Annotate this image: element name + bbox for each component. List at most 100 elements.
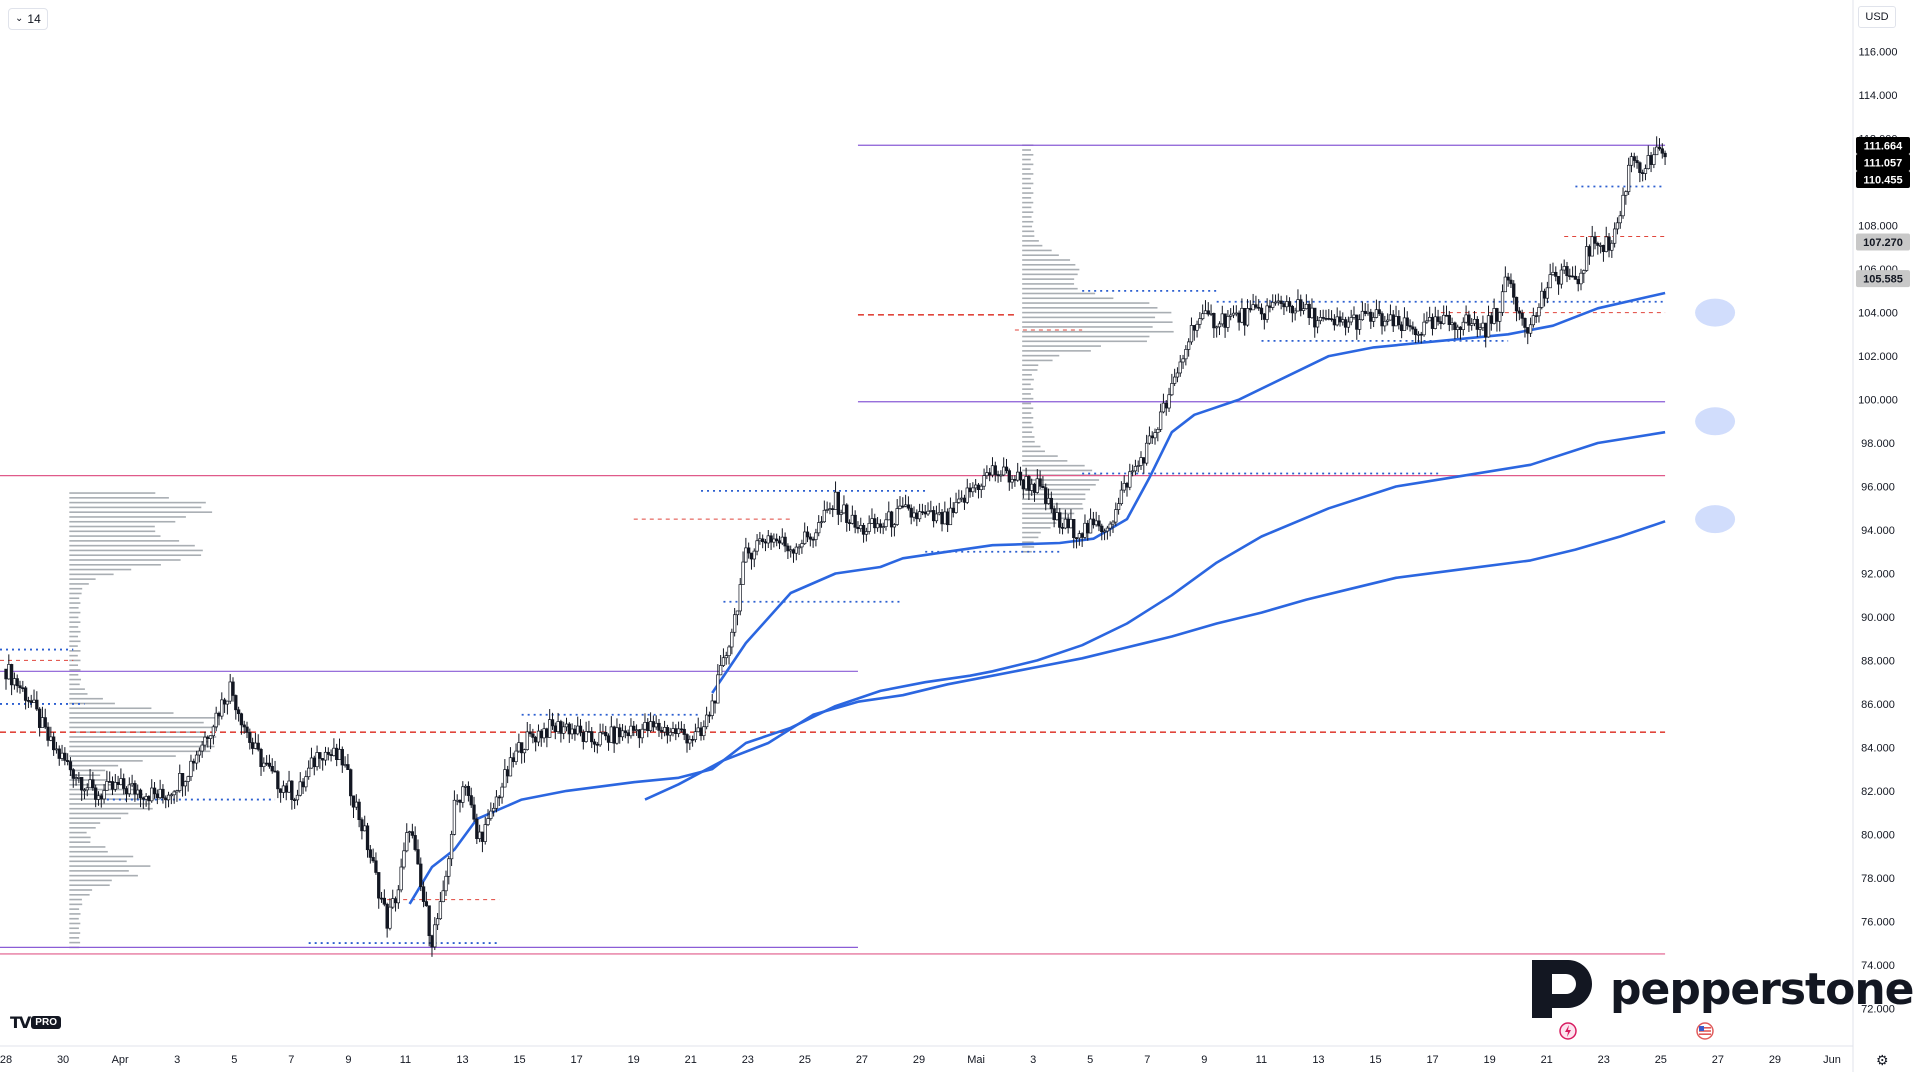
candle-body	[435, 918, 440, 926]
candle-body	[1531, 315, 1536, 326]
candle-body	[623, 730, 628, 734]
candle-body	[696, 727, 700, 733]
candle-body	[825, 509, 829, 511]
candle-body	[1226, 316, 1230, 328]
candle-body	[346, 764, 350, 770]
candle-body	[175, 790, 179, 793]
candle-body	[1201, 313, 1205, 320]
us-flag-icon[interactable]	[1696, 1022, 1714, 1040]
candle-body	[60, 752, 64, 759]
profile-bar	[69, 516, 186, 518]
profile-bar	[69, 669, 81, 671]
candle-body	[651, 721, 656, 728]
profile-bar	[1022, 187, 1031, 190]
profile-bar	[69, 659, 81, 662]
candle-body	[152, 787, 157, 795]
profile-bar	[69, 497, 169, 499]
candle-body	[1276, 300, 1280, 303]
candle-body	[783, 536, 787, 547]
price-tag-box	[1856, 154, 1910, 171]
candle-body	[943, 511, 947, 525]
price-tag-label: 111.057	[1864, 158, 1903, 170]
profile-bar	[1022, 263, 1076, 266]
candle-body	[1419, 333, 1423, 336]
candle-body	[1257, 306, 1261, 309]
candle-body	[1245, 308, 1250, 326]
candle-body	[1598, 245, 1603, 247]
candle-body	[1223, 313, 1227, 328]
candle-body	[539, 730, 543, 739]
candle-body	[1181, 358, 1185, 363]
profile-bar	[69, 707, 152, 710]
profile-bar	[1022, 541, 1034, 543]
candle-body	[1119, 489, 1124, 505]
profile-bar	[69, 683, 80, 686]
lightning-icon[interactable]	[1559, 1022, 1577, 1040]
candle-body	[951, 507, 955, 513]
candle-body	[531, 733, 535, 738]
candle-body	[901, 505, 905, 508]
candle-body	[817, 522, 821, 534]
profile-bar	[1022, 440, 1035, 443]
profile-bar	[69, 908, 80, 910]
candle-body	[1136, 465, 1140, 467]
candle-body	[699, 727, 703, 737]
profile-bar	[69, 583, 89, 585]
profile-bar	[1022, 249, 1052, 252]
candle-body	[1086, 522, 1090, 534]
candle-body	[926, 510, 930, 515]
candle-body	[1262, 313, 1266, 320]
candle-body	[1139, 457, 1143, 466]
candle-body	[727, 646, 731, 657]
candle-body	[1091, 518, 1096, 526]
interval-selector[interactable]: ⌄ 14	[8, 8, 48, 30]
candle-body	[892, 524, 897, 528]
candle-body	[1526, 327, 1530, 334]
candle-body	[1122, 482, 1126, 491]
candle-body	[491, 807, 496, 812]
candle-body	[1489, 315, 1493, 324]
candle-body	[721, 657, 726, 666]
candle-body	[1444, 314, 1449, 317]
candle-body	[1206, 310, 1210, 315]
candle-body	[119, 778, 123, 785]
candle-body	[1369, 311, 1373, 322]
candle-body	[814, 532, 818, 540]
candle-body	[1307, 303, 1311, 319]
candle-body	[1565, 266, 1569, 277]
candle-body	[1559, 269, 1564, 285]
candle-body	[250, 742, 255, 749]
candle-body	[657, 722, 661, 731]
candle-body	[805, 531, 810, 538]
volume-profiles	[69, 144, 1174, 949]
candle-body	[1399, 324, 1404, 331]
candle-body	[1360, 310, 1365, 321]
profile-bar	[1022, 235, 1035, 237]
profile-bar	[69, 721, 204, 724]
settings-gear-icon[interactable]: ⚙	[1876, 1052, 1889, 1068]
candle-body	[559, 721, 563, 734]
candle-body	[1327, 318, 1331, 320]
time-axis[interactable]: 28 30 Apr 3 5 7 9 11 13 15 17 19 21 23 25 27 29 Mai 3 5 7 9 11…	[0, 1054, 1841, 1066]
candle-body	[1394, 316, 1398, 327]
candle-body	[124, 788, 129, 795]
candle-body	[1584, 246, 1589, 271]
candle-body	[9, 664, 14, 686]
candle-body	[77, 777, 81, 779]
profile-bar	[69, 893, 90, 896]
candle-body	[413, 835, 417, 850]
candle-body	[954, 501, 958, 513]
tradingview-logo[interactable]: TV PRO	[10, 1013, 61, 1032]
candle-body	[82, 789, 87, 792]
candle-body	[273, 770, 277, 773]
currency-selector[interactable]: USD	[1858, 6, 1896, 28]
candles-layer	[4, 136, 1667, 957]
profile-bar	[69, 917, 79, 920]
candle-body	[1520, 312, 1524, 319]
candle-body	[208, 735, 213, 739]
profile-bar	[1022, 153, 1034, 156]
candle-body	[1383, 320, 1387, 327]
x-tick-label: 13	[456, 1054, 468, 1066]
